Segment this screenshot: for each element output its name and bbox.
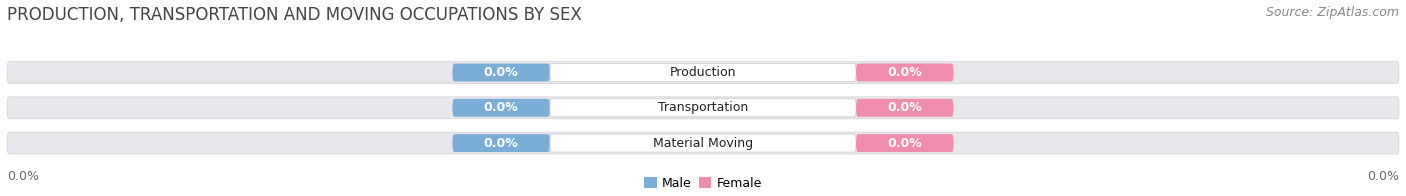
- FancyBboxPatch shape: [7, 132, 1399, 154]
- Legend: Male, Female: Male, Female: [640, 172, 766, 195]
- Text: 0.0%: 0.0%: [484, 137, 519, 150]
- FancyBboxPatch shape: [550, 64, 856, 82]
- Text: Production: Production: [669, 66, 737, 79]
- FancyBboxPatch shape: [856, 64, 953, 82]
- Text: 0.0%: 0.0%: [484, 101, 519, 114]
- FancyBboxPatch shape: [550, 99, 856, 117]
- FancyBboxPatch shape: [856, 134, 953, 152]
- FancyBboxPatch shape: [7, 62, 1399, 83]
- FancyBboxPatch shape: [550, 134, 856, 152]
- Text: Material Moving: Material Moving: [652, 137, 754, 150]
- Text: PRODUCTION, TRANSPORTATION AND MOVING OCCUPATIONS BY SEX: PRODUCTION, TRANSPORTATION AND MOVING OC…: [7, 6, 582, 24]
- Text: 0.0%: 0.0%: [484, 66, 519, 79]
- FancyBboxPatch shape: [453, 99, 550, 117]
- Text: 0.0%: 0.0%: [887, 101, 922, 114]
- Text: 0.0%: 0.0%: [887, 137, 922, 150]
- Text: 0.0%: 0.0%: [7, 170, 39, 182]
- Text: 0.0%: 0.0%: [887, 66, 922, 79]
- Text: Transportation: Transportation: [658, 101, 748, 114]
- Text: Source: ZipAtlas.com: Source: ZipAtlas.com: [1265, 6, 1399, 19]
- FancyBboxPatch shape: [453, 134, 550, 152]
- FancyBboxPatch shape: [856, 99, 953, 117]
- FancyBboxPatch shape: [453, 64, 550, 82]
- Text: 0.0%: 0.0%: [1367, 170, 1399, 182]
- FancyBboxPatch shape: [7, 97, 1399, 119]
